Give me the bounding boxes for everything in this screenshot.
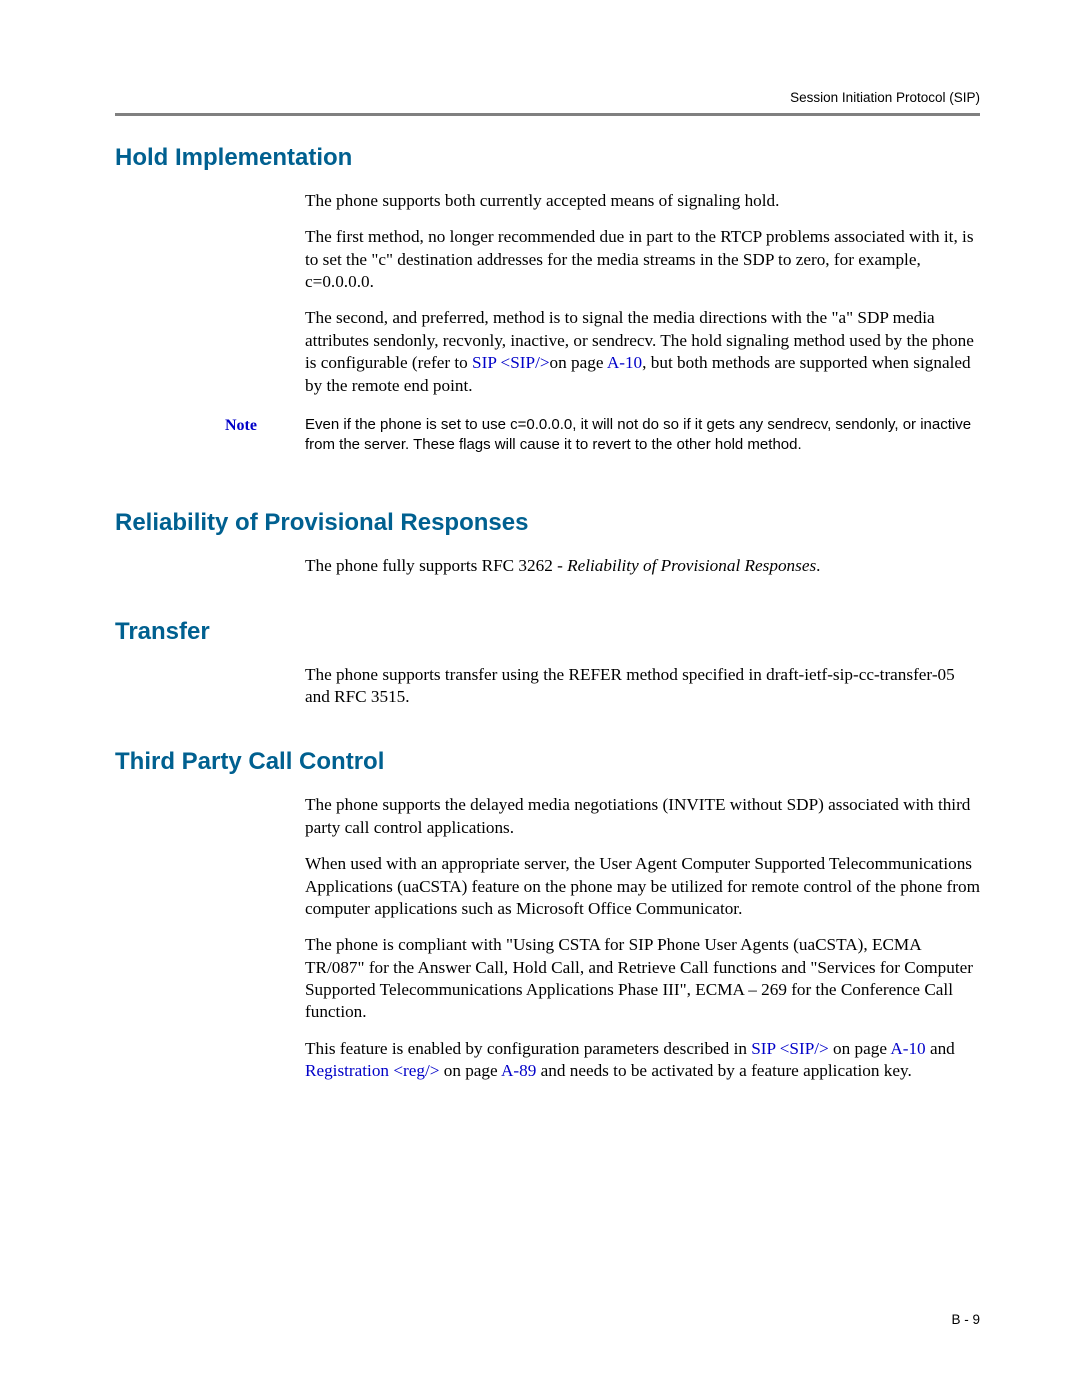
note-block: Note Even if the phone is set to use c=0… — [225, 415, 980, 456]
hold-p1: The phone supports both currently accept… — [305, 190, 980, 212]
tp-p4-mid2: and — [926, 1039, 955, 1058]
tp-p4-mid3: on page — [439, 1061, 501, 1080]
page-container: Session Initiation Protocol (SIP) Hold I… — [0, 0, 1080, 1397]
gap — [115, 592, 980, 618]
link-sip-1[interactable]: SIP <SIP/> — [472, 353, 550, 372]
heading-third-party: Third Party Call Control — [115, 748, 980, 776]
heading-reliability: Reliability of Provisional Responses — [115, 509, 980, 537]
reliability-p1-pre: The phone fully supports RFC 3262 - — [305, 556, 567, 575]
heading-transfer: Transfer — [115, 618, 980, 646]
tp-p4-mid1: on page — [829, 1039, 891, 1058]
running-header: Session Initiation Protocol (SIP) — [115, 90, 980, 105]
hold-body: The phone supports both currently accept… — [305, 190, 980, 397]
reliability-body: The phone fully supports RFC 3262 - Reli… — [305, 555, 980, 577]
tp-p4-post: and needs to be activated by a feature a… — [536, 1061, 911, 1080]
gap — [115, 483, 980, 509]
link-page-a89[interactable]: A-89 — [501, 1061, 536, 1080]
gap — [115, 722, 980, 748]
transfer-body: The phone supports transfer using the RE… — [305, 664, 980, 709]
thirdparty-body: The phone supports the delayed media neg… — [305, 794, 980, 1082]
hold-p3: The second, and preferred, method is to … — [305, 307, 980, 396]
thirdparty-p2: When used with an appropriate server, th… — [305, 853, 980, 920]
link-page-a10-2[interactable]: A-10 — [890, 1039, 925, 1058]
link-sip-2[interactable]: SIP <SIP/> — [751, 1039, 829, 1058]
thirdparty-p3: The phone is compliant with "Using CSTA … — [305, 934, 980, 1023]
reliability-p1-post: . — [816, 556, 820, 575]
reliability-p1-italic: Reliability of Provisional Responses — [567, 556, 816, 575]
hold-p2: The first method, no longer recommended … — [305, 226, 980, 293]
thirdparty-p4: This feature is enabled by configuration… — [305, 1038, 980, 1083]
thirdparty-p1: The phone supports the delayed media neg… — [305, 794, 980, 839]
note-label: Note — [225, 415, 305, 456]
link-registration[interactable]: Registration <reg/> — [305, 1061, 439, 1080]
page-footer: B - 9 — [951, 1312, 980, 1327]
header-rule — [115, 113, 980, 116]
link-page-a10-1[interactable]: A-10 — [607, 353, 642, 372]
transfer-p1: The phone supports transfer using the RE… — [305, 664, 980, 709]
hold-p3-mid: on page — [550, 353, 607, 372]
heading-hold-implementation: Hold Implementation — [115, 144, 980, 172]
reliability-p1: The phone fully supports RFC 3262 - Reli… — [305, 555, 980, 577]
tp-p4-pre: This feature is enabled by configuration… — [305, 1039, 751, 1058]
note-body: Even if the phone is set to use c=0.0.0.… — [305, 415, 980, 456]
